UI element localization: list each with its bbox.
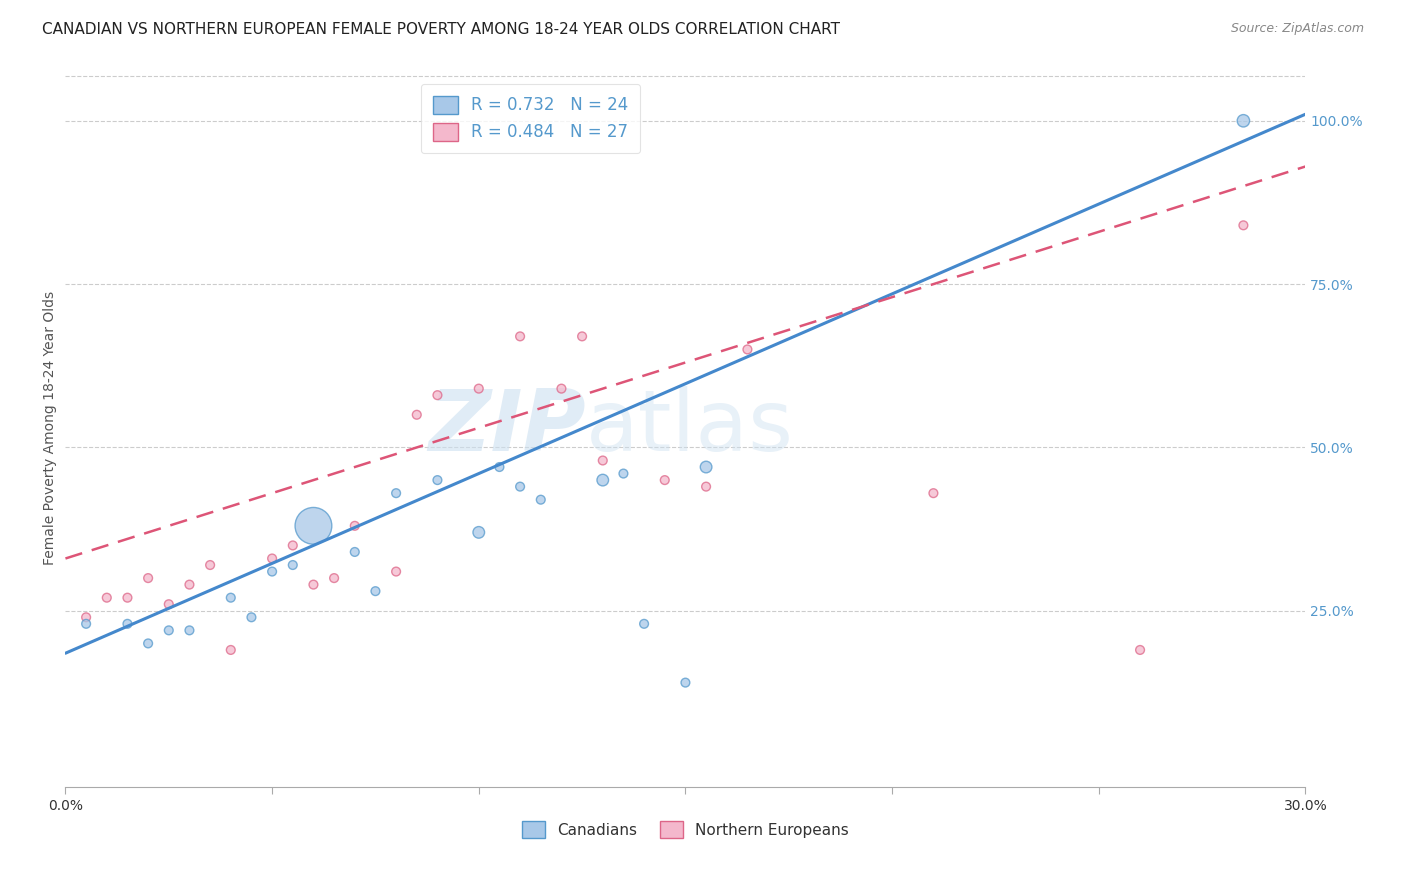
Point xyxy=(240,610,263,624)
Point xyxy=(302,577,325,591)
Point xyxy=(426,473,449,487)
Point xyxy=(654,473,676,487)
Point xyxy=(323,571,346,585)
Point xyxy=(179,624,201,638)
Point xyxy=(633,616,655,631)
Point xyxy=(117,616,139,631)
Point xyxy=(75,616,97,631)
Point xyxy=(281,538,304,552)
Text: ZIP: ZIP xyxy=(429,386,586,469)
Point xyxy=(281,558,304,572)
Point xyxy=(468,525,491,540)
Point xyxy=(219,591,242,605)
Point xyxy=(385,486,408,500)
Point xyxy=(1232,113,1254,128)
Point xyxy=(157,624,180,638)
Point xyxy=(136,571,159,585)
Point xyxy=(385,565,408,579)
Point xyxy=(737,343,759,357)
Point xyxy=(219,643,242,657)
Point xyxy=(136,636,159,650)
Point xyxy=(75,610,97,624)
Text: Source: ZipAtlas.com: Source: ZipAtlas.com xyxy=(1230,22,1364,36)
Point xyxy=(1129,643,1152,657)
Point xyxy=(198,558,221,572)
Point xyxy=(488,460,510,475)
Point xyxy=(695,480,717,494)
Point xyxy=(550,382,572,396)
Point xyxy=(673,675,696,690)
Point xyxy=(96,591,118,605)
Point xyxy=(468,382,491,396)
Point xyxy=(592,473,614,487)
Text: atlas: atlas xyxy=(586,386,794,469)
Point xyxy=(922,486,945,500)
Point xyxy=(157,597,180,611)
Point xyxy=(592,453,614,467)
Point xyxy=(343,545,366,559)
Point xyxy=(302,518,325,533)
Point xyxy=(117,591,139,605)
Y-axis label: Female Poverty Among 18-24 Year Olds: Female Poverty Among 18-24 Year Olds xyxy=(44,291,58,565)
Point xyxy=(1232,219,1254,233)
Text: CANADIAN VS NORTHERN EUROPEAN FEMALE POVERTY AMONG 18-24 YEAR OLDS CORRELATION C: CANADIAN VS NORTHERN EUROPEAN FEMALE POV… xyxy=(42,22,841,37)
Legend: Canadians, Northern Europeans: Canadians, Northern Europeans xyxy=(516,815,855,844)
Point xyxy=(509,480,531,494)
Point xyxy=(612,467,634,481)
Point xyxy=(509,329,531,343)
Point xyxy=(364,584,387,599)
Point xyxy=(262,565,284,579)
Point xyxy=(571,329,593,343)
Point xyxy=(530,492,553,507)
Point xyxy=(179,577,201,591)
Point xyxy=(262,551,284,566)
Point xyxy=(405,408,427,422)
Point xyxy=(426,388,449,402)
Point xyxy=(343,518,366,533)
Point xyxy=(695,460,717,475)
